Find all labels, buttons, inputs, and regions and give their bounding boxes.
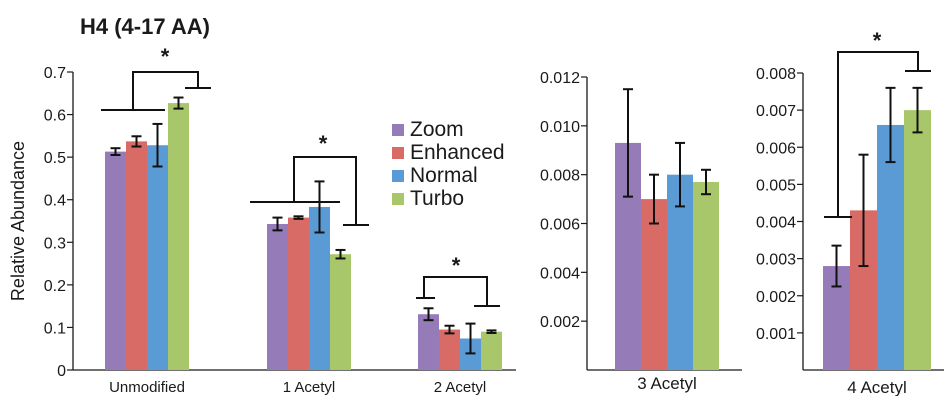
bar-normal (309, 206, 330, 370)
chart-panel-2: 0.002 0.004 0.006 0.008 0.010 0.012 3 Acetyl (540, 70, 742, 393)
y-tick-label: 0.6 (44, 108, 66, 125)
y-tick-label: 0.002 (540, 314, 580, 331)
chart-panel-1: 0 0.1 0.2 0.3 0.4 0.5 0.6 0.7 Relative Abundance… (8, 44, 516, 396)
bar-zoom (105, 151, 126, 370)
y-tick-label: 0.010 (540, 119, 580, 136)
y-tick-label: 0.002 (756, 289, 796, 306)
significance-star: * (319, 131, 328, 156)
y-tick-label: 0.004 (756, 215, 796, 232)
bar-zoom (418, 314, 439, 370)
bar-enhanced (439, 329, 460, 370)
y-tick-label: 0 (57, 363, 66, 380)
bar-normal (877, 124, 904, 370)
legend-item-turbo: Turbo (392, 187, 505, 210)
y-axis-label: Relative Abundance (8, 141, 28, 301)
x-category-label: Unmodified (109, 379, 185, 396)
bar-enhanced (126, 141, 147, 370)
bar-turbo (481, 331, 502, 370)
y-tick-label: 0.006 (540, 217, 580, 234)
x-category-label: 3 Acetyl (637, 374, 697, 393)
legend-label: Turbo (410, 186, 465, 210)
y-tick-label: 0.4 (44, 193, 66, 210)
significance-bracket (250, 156, 357, 225)
y-tick-label: 0.012 (540, 70, 580, 87)
significance-bracket (101, 71, 199, 111)
chart-title: H4 (4-17 AA) (80, 14, 210, 39)
y-tick-label: 0.004 (540, 265, 580, 282)
y-tick-label: 0.003 (756, 252, 796, 269)
legend-swatch (392, 146, 404, 159)
y-tick-label: 0.007 (756, 103, 796, 120)
legend: Zoom Enhanced Normal Turbo (392, 118, 505, 210)
legend-swatch (392, 169, 404, 182)
bar-enhanced (641, 199, 667, 370)
legend-item-zoom: Zoom (392, 118, 505, 141)
significance-bracket (416, 276, 488, 306)
y-tick-label: 0.008 (540, 168, 580, 185)
bar-turbo (168, 103, 189, 370)
legend-swatch (392, 123, 404, 136)
bar-turbo (693, 181, 719, 370)
chart-panel-3: 0.001 0.002 0.003 0.004 0.005 0.006 0.007 0.008… (756, 28, 944, 397)
legend-swatch (392, 192, 404, 205)
legend-item-enhanced: Enhanced (392, 141, 505, 164)
x-category-label: 1 Acetyl (283, 379, 336, 396)
legend-item-normal: Normal (392, 164, 505, 187)
y-tick-label: 0.1 (44, 320, 66, 337)
bar-zoom (267, 223, 288, 370)
significance-bracket (824, 51, 919, 218)
significance-star: * (161, 44, 170, 69)
y-tick-label: 0.5 (44, 150, 66, 167)
legend-label: Normal (410, 163, 478, 187)
y-tick-label: 0.008 (756, 66, 796, 83)
bar-normal (147, 145, 168, 370)
significance-star: * (873, 28, 882, 53)
y-tick-label: 0.001 (756, 326, 796, 343)
bar-turbo (904, 110, 931, 370)
legend-label: Enhanced (410, 140, 505, 164)
y-tick-label: 0.006 (756, 140, 796, 157)
x-category-label: 2 Acetyl (434, 379, 487, 396)
y-tick-label: 0.2 (44, 278, 66, 295)
bar-enhanced (288, 217, 309, 370)
y-tick-label: 0.7 (44, 65, 66, 82)
legend-label: Zoom (410, 117, 464, 141)
significance-star: * (452, 253, 461, 278)
y-tick-label: 0.3 (44, 235, 66, 252)
x-category-label: 4 Acetyl (847, 378, 907, 396)
y-tick-label: 0.005 (756, 177, 796, 194)
bar-turbo (330, 254, 351, 370)
